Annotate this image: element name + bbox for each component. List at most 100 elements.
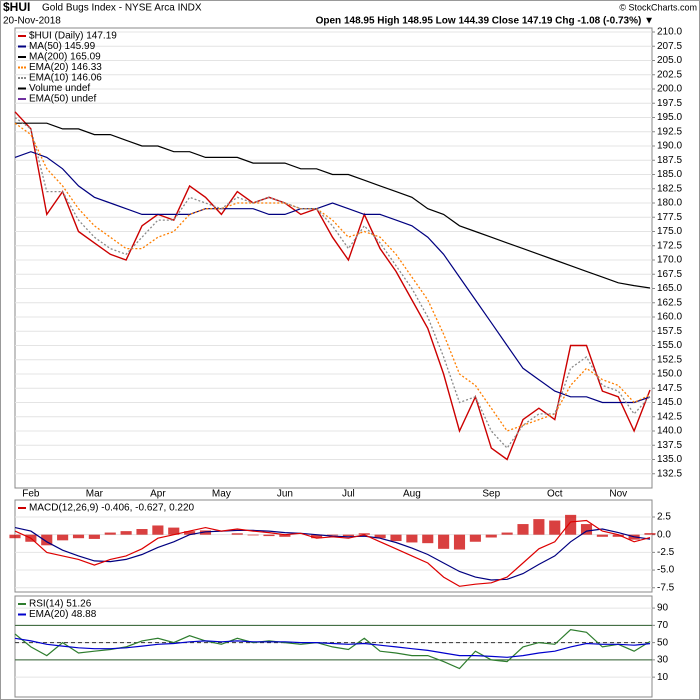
x-tick-label: Sep bbox=[482, 489, 500, 500]
y-tick-label: 160.0 bbox=[657, 312, 682, 323]
panel bbox=[14, 27, 653, 489]
y-tick-label: 187.5 bbox=[657, 155, 682, 166]
histogram-bar bbox=[136, 529, 148, 535]
legend-label: MA(200) 165.09 bbox=[29, 52, 101, 63]
chart-subtitle: Gold Bugs Index - NYSE Arca INDX bbox=[42, 3, 202, 14]
x-tick-label: Apr bbox=[150, 489, 166, 500]
histogram-bar bbox=[438, 534, 450, 549]
histogram-bar bbox=[57, 534, 69, 541]
y-tick-label: 165.0 bbox=[657, 283, 682, 294]
x-tick-label: Jun bbox=[277, 489, 293, 500]
histogram-bar bbox=[152, 525, 164, 535]
histogram-bar bbox=[231, 533, 243, 535]
legend-label: RSI(14) 51.26 bbox=[29, 599, 92, 610]
y-tick-label: 70 bbox=[657, 620, 669, 631]
legend-label: EMA(20) 48.88 bbox=[29, 609, 97, 620]
y-tick-label: 145.0 bbox=[657, 397, 682, 408]
panel bbox=[14, 595, 653, 698]
histogram-bar bbox=[390, 534, 402, 542]
histogram-bar bbox=[453, 534, 466, 550]
y-tick-label: 177.5 bbox=[657, 212, 682, 223]
y-tick-label: 167.5 bbox=[657, 269, 682, 280]
histogram-bar bbox=[533, 519, 545, 535]
x-tick-label: May bbox=[212, 489, 231, 500]
y-tick-label: 180.0 bbox=[657, 198, 682, 209]
histogram-bar bbox=[580, 524, 593, 535]
histogram-bar bbox=[247, 534, 259, 536]
y-tick-label: 147.5 bbox=[657, 383, 682, 394]
y-tick-label: 90 bbox=[657, 603, 669, 614]
y-tick-label: 140.0 bbox=[657, 426, 682, 437]
histogram-bar bbox=[612, 534, 624, 537]
legend-label: EMA(50) undef bbox=[29, 94, 96, 105]
y-tick-label: 205.0 bbox=[657, 55, 682, 66]
histogram-bar bbox=[358, 533, 370, 535]
copyright: © StockCharts.com bbox=[619, 2, 697, 12]
panel bbox=[14, 499, 653, 593]
y-tick-label: 2.5 bbox=[657, 512, 671, 523]
legend-label: MA(50) 145.99 bbox=[29, 41, 96, 52]
histogram-bar bbox=[644, 533, 656, 535]
y-tick-label: 150.0 bbox=[657, 369, 682, 380]
histogram-bar bbox=[517, 524, 529, 535]
y-tick-label: 182.5 bbox=[657, 183, 682, 194]
y-tick-label: 202.5 bbox=[657, 69, 682, 80]
series-line bbox=[14, 151, 651, 404]
legend-title: MACD(12,26,9) -0.406, -0.627, 0.220 bbox=[29, 503, 195, 514]
y-tick-label: 210.0 bbox=[657, 27, 682, 38]
histogram-bar bbox=[342, 534, 354, 537]
y-tick-label: 50 bbox=[657, 637, 669, 648]
histogram-bar bbox=[279, 534, 291, 537]
legend-label: EMA(20) 146.33 bbox=[29, 62, 102, 73]
y-tick-label: 175.0 bbox=[657, 226, 682, 237]
quote: Open 148.95 High 148.95 Low 144.39 Close… bbox=[316, 16, 654, 27]
histogram-bar bbox=[501, 532, 513, 535]
y-tick-label: 142.5 bbox=[657, 411, 682, 422]
histogram-bar bbox=[485, 534, 497, 538]
y-tick-label: 10 bbox=[657, 672, 669, 683]
y-tick-label: 190.0 bbox=[657, 141, 682, 152]
date: 20-Nov-2018 bbox=[3, 16, 61, 27]
histogram-bar bbox=[104, 532, 116, 535]
histogram-bar bbox=[374, 534, 386, 539]
y-tick-label: 197.5 bbox=[657, 98, 682, 109]
y-tick-label: 192.5 bbox=[657, 126, 682, 137]
histogram-bar bbox=[549, 520, 561, 535]
y-tick-label: 185.0 bbox=[657, 169, 682, 180]
x-tick-label: Mar bbox=[86, 489, 104, 500]
histogram-bar bbox=[168, 527, 180, 535]
y-tick-label: 135.0 bbox=[657, 454, 682, 465]
x-tick-label: Aug bbox=[403, 489, 421, 500]
histogram-bar bbox=[422, 534, 434, 544]
y-tick-label: 132.5 bbox=[657, 468, 682, 479]
legend-label: Volume undef bbox=[29, 83, 90, 94]
series-line bbox=[14, 527, 651, 581]
histogram-bar bbox=[596, 534, 608, 537]
series-line bbox=[14, 111, 651, 461]
y-tick-label: -2.5 bbox=[657, 547, 675, 558]
histogram-bar bbox=[326, 534, 339, 536]
x-tick-label: Jul bbox=[342, 489, 355, 500]
histogram-bar bbox=[469, 534, 481, 542]
y-tick-label: 155.0 bbox=[657, 340, 682, 351]
histogram-bar bbox=[72, 534, 85, 539]
histogram-bar bbox=[565, 514, 577, 535]
y-tick-label: 157.5 bbox=[657, 326, 682, 337]
histogram-bar bbox=[88, 534, 100, 539]
y-tick-label: -5.0 bbox=[657, 565, 675, 576]
y-tick-label: 30 bbox=[657, 655, 669, 666]
x-tick-label: Feb bbox=[22, 489, 40, 500]
y-tick-label: 195.0 bbox=[657, 112, 682, 123]
series-line bbox=[15, 122, 651, 289]
y-tick-label: 162.5 bbox=[657, 297, 682, 308]
histogram-bar bbox=[9, 534, 21, 539]
histogram-bar bbox=[311, 534, 323, 539]
histogram-bar bbox=[41, 534, 53, 546]
x-tick-label: Nov bbox=[609, 489, 627, 500]
y-tick-label: 0.0 bbox=[657, 529, 671, 540]
y-tick-label: -7.5 bbox=[657, 582, 675, 593]
y-tick-label: 152.5 bbox=[657, 354, 682, 365]
histogram-bar bbox=[199, 530, 212, 535]
